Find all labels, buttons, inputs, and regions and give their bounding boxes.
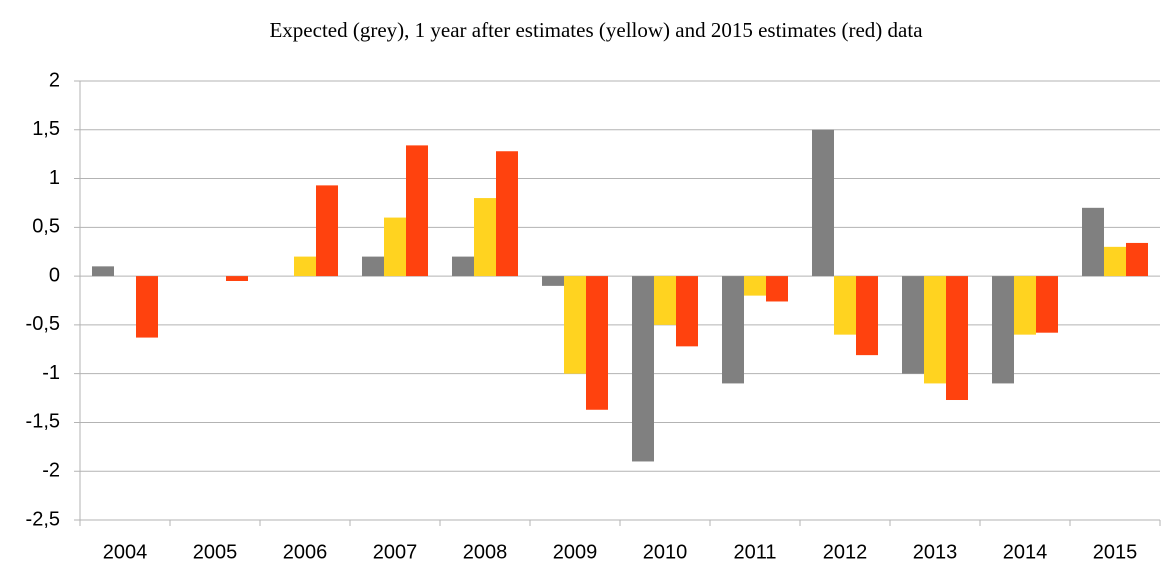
bar bbox=[812, 129, 834, 277]
bar bbox=[1014, 276, 1036, 335]
y-tick-label: -1 bbox=[42, 362, 60, 384]
bar bbox=[632, 276, 654, 462]
bar bbox=[676, 276, 698, 347]
y-tick-label: 1 bbox=[49, 167, 60, 189]
bar bbox=[744, 276, 766, 296]
y-tick-label: 1,5 bbox=[32, 118, 60, 140]
bar bbox=[992, 276, 1014, 384]
bar bbox=[406, 145, 428, 277]
bar bbox=[226, 276, 248, 281]
x-tick-label: 2009 bbox=[553, 541, 598, 563]
bar bbox=[924, 276, 946, 384]
bar bbox=[1036, 276, 1058, 333]
bar bbox=[1126, 242, 1148, 277]
x-tick-label: 2013 bbox=[913, 541, 958, 563]
y-tick-label: -2 bbox=[42, 460, 60, 482]
bar bbox=[316, 185, 338, 277]
x-tick-label: 2010 bbox=[643, 541, 688, 563]
y-tick-label: 0,5 bbox=[32, 216, 60, 238]
bar bbox=[722, 276, 744, 384]
x-tick-label: 2005 bbox=[193, 541, 238, 563]
bar bbox=[856, 276, 878, 356]
x-tick-label: 2006 bbox=[283, 541, 328, 563]
y-tick-label: -1,5 bbox=[26, 411, 60, 433]
bar bbox=[92, 266, 114, 277]
x-tick-label: 2007 bbox=[373, 541, 418, 563]
bar bbox=[564, 276, 586, 374]
x-tick-label: 2014 bbox=[1003, 541, 1048, 563]
bar bbox=[384, 217, 406, 277]
bar bbox=[902, 276, 924, 374]
chart-title: Expected (grey), 1 year after estimates … bbox=[269, 18, 923, 42]
bar bbox=[654, 276, 676, 325]
bar bbox=[946, 276, 968, 401]
bar bbox=[766, 276, 788, 302]
bar bbox=[496, 151, 518, 277]
bar bbox=[1104, 246, 1126, 277]
bar bbox=[452, 256, 474, 277]
x-tick-label: 2015 bbox=[1093, 541, 1138, 563]
bar bbox=[294, 256, 316, 277]
x-tick-label: 2012 bbox=[823, 541, 868, 563]
bar bbox=[586, 276, 608, 410]
bar bbox=[834, 276, 856, 335]
bar bbox=[542, 276, 564, 286]
x-tick-label: 2011 bbox=[733, 541, 776, 563]
bar bbox=[474, 198, 496, 277]
bar bbox=[136, 276, 158, 338]
bar bbox=[1082, 207, 1104, 277]
y-tick-label: -2,5 bbox=[26, 508, 60, 530]
y-tick-label: 2 bbox=[49, 69, 60, 91]
x-tick-label: 2008 bbox=[463, 541, 508, 563]
bar bbox=[362, 256, 384, 277]
x-tick-label: 2004 bbox=[103, 541, 148, 563]
y-tick-label: 0 bbox=[49, 264, 60, 286]
y-tick-label: -0,5 bbox=[26, 313, 60, 335]
